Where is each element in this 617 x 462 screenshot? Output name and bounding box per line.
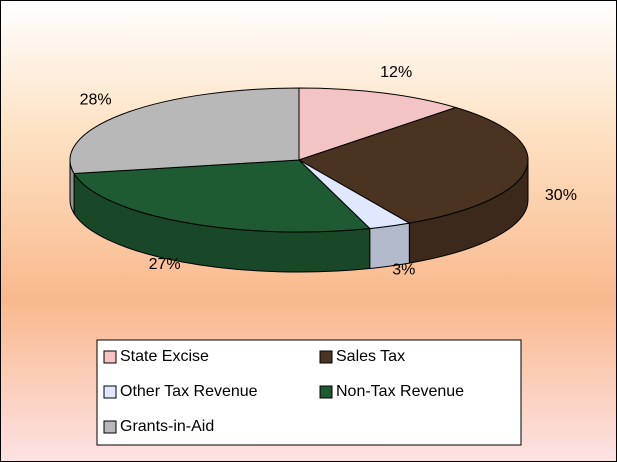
- data-label: 3%: [392, 261, 415, 278]
- legend-label: Sales Tax: [336, 348, 405, 365]
- data-label: 30%: [545, 187, 577, 204]
- data-label: 27%: [149, 256, 181, 273]
- pie: 12% 30% 3% 27% 28%: [69, 64, 577, 279]
- legend-swatch: [103, 385, 117, 399]
- slice: [69, 87, 300, 175]
- legend-swatch: [319, 350, 333, 364]
- legend-swatch: [103, 350, 117, 364]
- legend-box: [96, 339, 522, 446]
- legend-label: Non-Tax Revenue: [336, 383, 464, 400]
- legend-label: Grants-in-Aid: [120, 418, 214, 435]
- data-label: 28%: [80, 91, 112, 108]
- slice: [297, 106, 529, 224]
- slice: [298, 87, 458, 161]
- legend-swatch: [319, 385, 333, 399]
- slice: [73, 159, 371, 233]
- legend-swatch: [103, 420, 117, 434]
- legend-label: State Excise: [120, 348, 209, 365]
- legend-label: Other Tax Revenue: [120, 383, 258, 400]
- data-label: 12%: [380, 64, 412, 81]
- legend: State Excise Sales Tax Other Tax Revenue No…: [103, 348, 464, 435]
